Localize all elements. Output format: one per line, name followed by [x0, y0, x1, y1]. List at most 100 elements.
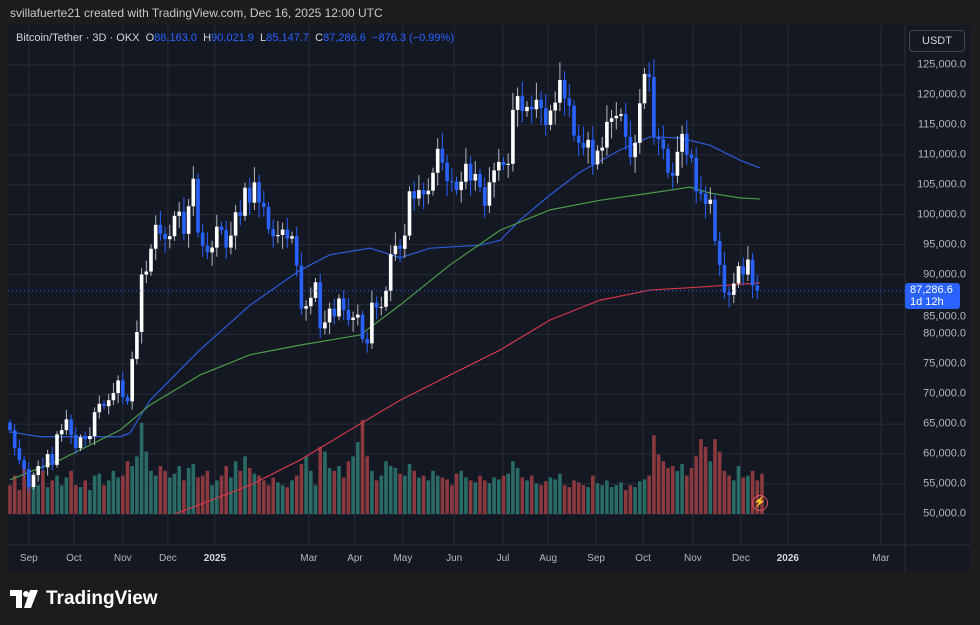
high-label: H	[203, 32, 212, 44]
candle-body	[609, 118, 614, 122]
candle-body	[558, 79, 562, 103]
price-tick-label: 110,000.0	[917, 148, 966, 161]
candle-body	[69, 419, 73, 435]
volume-bar	[27, 480, 31, 514]
volume-bar	[558, 473, 562, 514]
tradingview-logo[interactable]: TradingView	[10, 588, 158, 610]
volume-bar	[398, 473, 402, 514]
candle-body	[247, 187, 252, 203]
price-tick-label: 100,000.0	[917, 208, 966, 221]
candle-body	[299, 265, 304, 309]
currency-button[interactable]: USDT	[909, 30, 965, 52]
price-tick-label: 120,000.0	[917, 88, 966, 101]
volume-bar	[539, 485, 543, 514]
high-value: 90,021.9	[211, 32, 254, 44]
candle-body	[685, 133, 689, 155]
volume-bar	[22, 466, 26, 514]
candle-body	[304, 306, 308, 309]
time-tick-label: Oct	[635, 553, 651, 564]
volume-bar	[482, 480, 487, 514]
volume-bar	[168, 477, 172, 514]
volume-bar	[266, 485, 271, 514]
candle-body	[252, 182, 257, 203]
volume-bar	[332, 470, 337, 514]
price-chart[interactable]	[8, 25, 970, 571]
volume-bar	[746, 475, 750, 514]
candle-body	[605, 121, 609, 148]
candle-body	[515, 96, 520, 110]
candle-body	[445, 162, 449, 182]
chart-panel[interactable]	[8, 25, 970, 571]
volume-bar	[468, 480, 473, 514]
candle-body	[97, 403, 102, 413]
candle-body	[623, 114, 628, 137]
tradingview-logo-icon	[10, 590, 38, 608]
open-value: 88,163.0	[154, 32, 198, 44]
volume-bar	[501, 475, 506, 514]
candle-body	[337, 298, 341, 317]
candle-body	[431, 172, 435, 191]
volume-bar	[586, 487, 590, 514]
low-value: 85,147.7	[266, 32, 309, 44]
time-tick-label: Apr	[347, 553, 363, 564]
volume-bar	[417, 477, 421, 514]
time-tick-label: Mar	[872, 553, 890, 564]
volume-bar	[506, 473, 510, 514]
candle-body	[525, 106, 529, 112]
candle-body	[135, 331, 139, 359]
volume-bar	[393, 467, 398, 514]
candle-body	[309, 297, 313, 307]
volume-bar	[412, 470, 416, 514]
candle-body	[219, 226, 224, 231]
candle-body	[285, 229, 290, 239]
candle-body	[31, 475, 36, 488]
candle-body	[497, 161, 501, 171]
lightning-icon[interactable]: ⚡	[752, 495, 768, 511]
candle-body	[412, 191, 416, 199]
candle-body	[163, 233, 167, 240]
volume-bar	[149, 470, 153, 514]
candle-body	[177, 211, 181, 216]
volume-bar	[619, 482, 623, 514]
candle-body	[614, 115, 619, 119]
candle-body	[666, 148, 670, 173]
close-label: C	[315, 32, 324, 44]
candle-body	[50, 454, 55, 465]
candle-body	[370, 302, 374, 344]
candle-body	[106, 400, 111, 407]
time-tick-label: 2026	[776, 553, 799, 564]
time-tick-label: Jul	[496, 553, 510, 564]
candle-body	[553, 102, 557, 111]
volume-bar	[600, 485, 604, 514]
volume-bar	[652, 435, 656, 514]
candle-body	[327, 308, 332, 323]
volume-bar	[8, 485, 12, 514]
volume-bar	[628, 485, 633, 514]
volume-bar	[694, 456, 698, 514]
volume-bar	[717, 451, 722, 514]
volume-bar	[83, 480, 87, 514]
change-value: −876.3 (−0.99%)	[372, 32, 454, 44]
volume-bar	[252, 473, 257, 514]
volume-bar	[125, 461, 130, 514]
candle-body	[139, 274, 144, 332]
price-tick-label: 90,000.0	[923, 268, 966, 280]
volume-bar	[59, 485, 64, 514]
volume-bar	[384, 461, 388, 514]
candle-body	[534, 99, 539, 110]
candle-body	[708, 199, 713, 204]
volume-bar	[374, 480, 379, 514]
candle-body	[670, 172, 675, 176]
candle-body	[238, 212, 243, 216]
volume-bar	[12, 475, 17, 514]
candle-body	[501, 161, 506, 165]
symbol-label[interactable]: Bitcoin/Tether · 3D · OKX	[16, 32, 140, 44]
volume-bar	[309, 470, 313, 514]
volume-bar	[102, 485, 106, 514]
candle-body	[562, 79, 567, 99]
candle-body	[407, 191, 412, 236]
candle-body	[595, 150, 600, 165]
candle-body	[393, 245, 398, 255]
candle-body	[149, 248, 153, 272]
candle-body	[360, 314, 365, 340]
